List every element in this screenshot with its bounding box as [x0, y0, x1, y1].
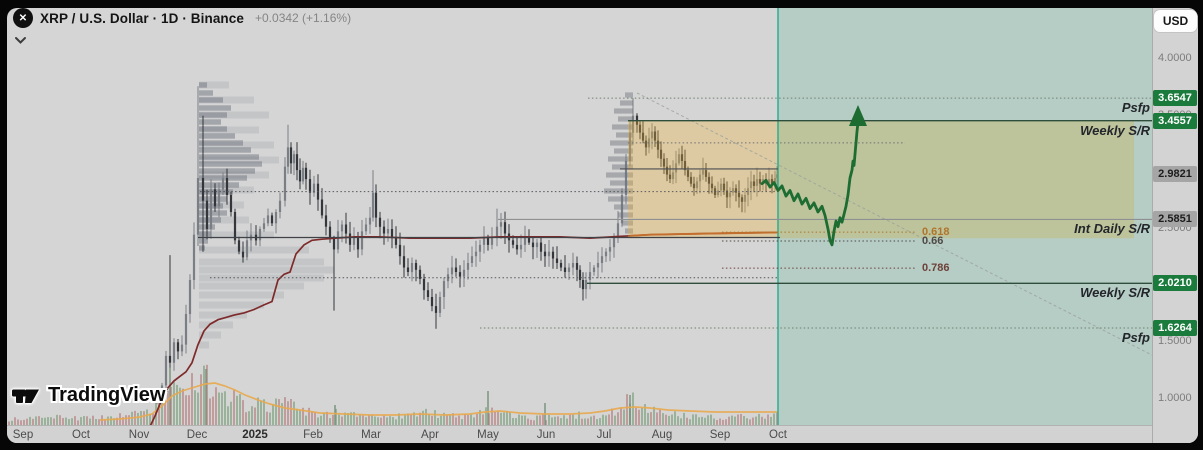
price-tick: 4.0000 [1158, 52, 1192, 64]
time-axis-label: Dec [186, 429, 208, 441]
time-axis-label: Jun [536, 429, 556, 441]
level-label: Int Daily S/R [1074, 221, 1150, 237]
currency-unit-button[interactable]: USD [1154, 10, 1197, 32]
time-axis-label: May [477, 429, 499, 441]
time-axis-label: Mar [361, 429, 381, 441]
tradingview-logo-text: TradingView [48, 384, 166, 406]
tradingview-mark-icon [12, 389, 39, 403]
symbol-header[interactable]: ✕ XRP / U.S. Dollar · 1D · Binance +0.03… [13, 8, 351, 28]
level-label: Weekly S/R [1080, 122, 1150, 138]
chart-window: USD ✕ XRP / U.S. Dollar · 1D · Binance +… [7, 8, 1198, 443]
price-change: +0.0342 (+1.16%) [255, 11, 352, 25]
level-label: Psfp [1121, 100, 1150, 116]
time-axis-label: Nov [128, 429, 150, 441]
tradingview-logo[interactable]: TradingView [12, 384, 165, 407]
time-axis[interactable] [7, 425, 1198, 443]
symbol-title: XRP / U.S. Dollar · 1D · Binance [40, 10, 244, 26]
time-axis-label: Sep [709, 429, 731, 441]
price-chart[interactable] [7, 8, 1198, 443]
time-axis-label: Feb [303, 429, 323, 441]
chart-canvas[interactable] [7, 8, 1198, 443]
time-axis-label: Oct [72, 429, 90, 441]
xrp-logo-icon: ✕ [13, 8, 33, 28]
fib-label: 0.786 [922, 262, 950, 275]
price-tick: 1.5000 [1158, 335, 1192, 348]
price-badge-2.9821: 2.9821 [1153, 166, 1197, 183]
time-axis-label: Apr [421, 429, 439, 441]
level-label: Weekly S/R [1080, 285, 1150, 301]
level-label: Psfp [1121, 330, 1150, 345]
price-badge-1.6264: 1.6264 [1153, 320, 1197, 336]
price-badge-2.5851: 2.5851 [1153, 211, 1197, 228]
time-axis-label: Oct [769, 429, 787, 441]
fib-label: 0.66 [922, 235, 944, 247]
collapse-chevron-icon[interactable] [14, 32, 27, 50]
price-badge-3.4557: 3.4557 [1153, 112, 1197, 129]
time-axis-label: Jul [596, 429, 612, 441]
time-axis-label: Aug [651, 429, 673, 441]
fib-label: 0.618 [922, 226, 950, 239]
price-badge-3.6547: 3.6547 [1153, 90, 1197, 107]
time-axis-label: 2025 [242, 429, 268, 441]
price-tick: 1.0000 [1158, 391, 1192, 404]
time-axis-label: Sep [12, 429, 34, 441]
price-badge-2.0210: 2.0210 [1153, 275, 1197, 292]
